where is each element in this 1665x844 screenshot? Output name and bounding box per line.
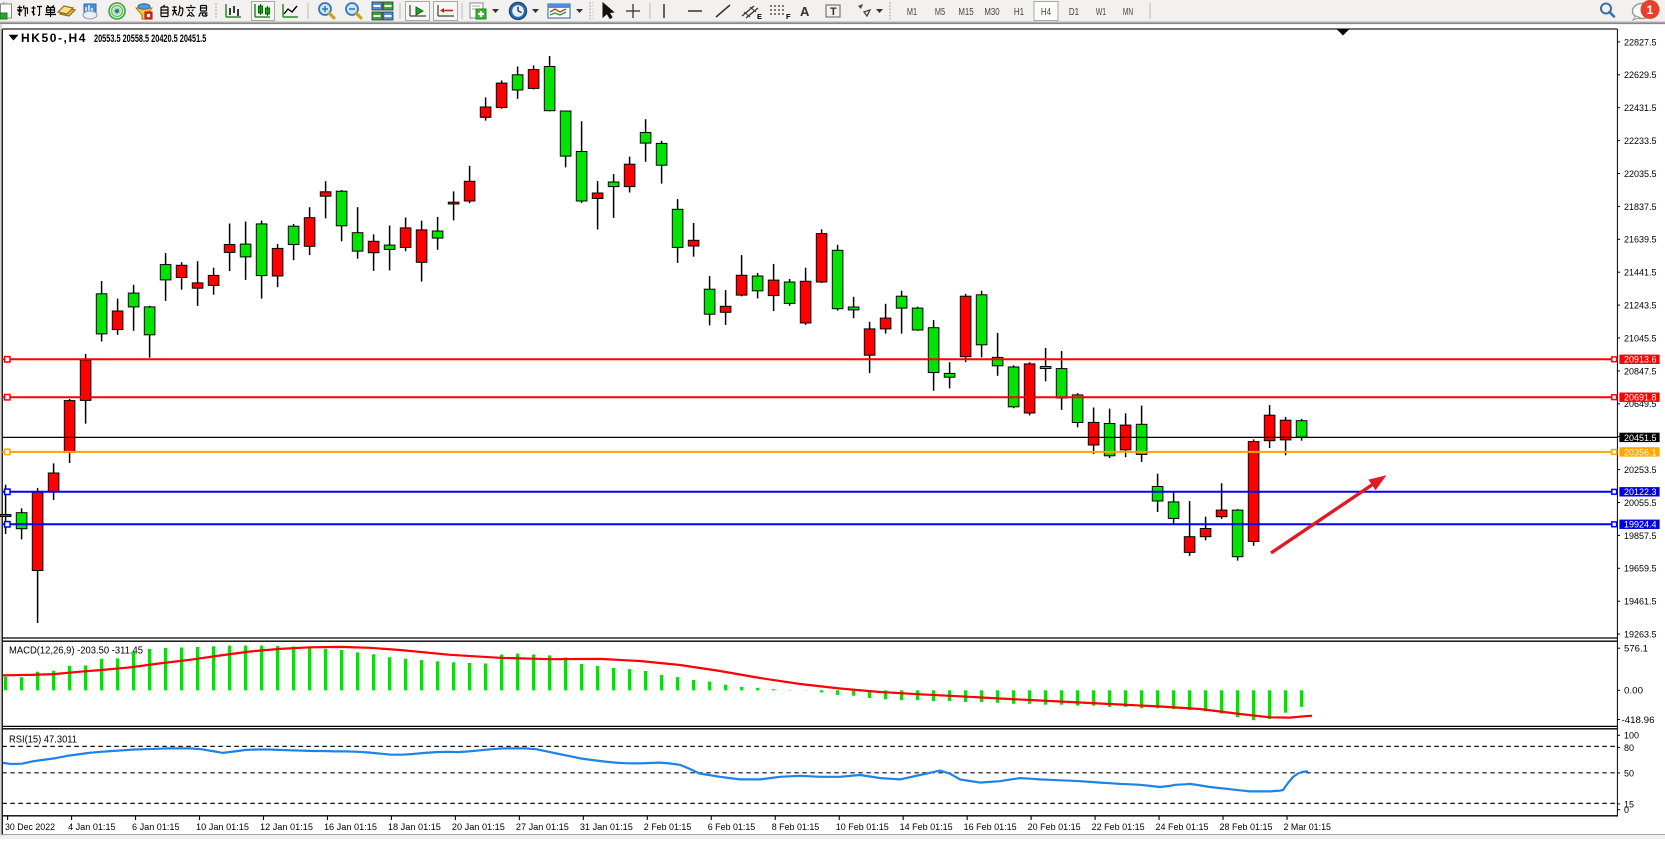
svg-text:19857.5: 19857.5 [1624,531,1657,542]
svg-text:M5: M5 [935,7,946,18]
svg-text:21243.5: 21243.5 [1624,301,1657,312]
svg-text:20451.5: 20451.5 [1624,433,1657,444]
svg-text:F: F [786,12,791,21]
svg-text:15: 15 [1624,799,1634,810]
svg-text:20055.5: 20055.5 [1624,498,1657,509]
svg-text:19263.5: 19263.5 [1624,630,1657,641]
svg-text:20913.6: 20913.6 [1624,355,1657,366]
svg-text:19461.5: 19461.5 [1624,597,1657,608]
svg-text:12 Jan 01:15: 12 Jan 01:15 [260,822,313,833]
svg-text:16 Feb 01:15: 16 Feb 01:15 [964,822,1017,833]
svg-text:20553.5 20558.5 20420.5 20451.: 20553.5 20558.5 20420.5 20451.5 [94,33,206,45]
svg-text:50: 50 [1624,768,1634,779]
svg-text:H4: H4 [1041,7,1052,18]
svg-text:22233.5: 22233.5 [1624,136,1657,147]
svg-text:6 Feb 01:15: 6 Feb 01:15 [708,822,756,833]
svg-text:8 Feb 01:15: 8 Feb 01:15 [772,822,820,833]
svg-text:20649.5: 20649.5 [1624,399,1657,410]
svg-text:T: T [830,6,837,18]
svg-text:4 Jan 01:15: 4 Jan 01:15 [68,822,116,833]
svg-text:H1: H1 [1014,7,1025,18]
svg-text:20847.5: 20847.5 [1624,366,1657,377]
svg-text:19659.5: 19659.5 [1624,564,1657,575]
svg-text:22035.5: 22035.5 [1624,169,1657,180]
svg-text:HK50-,H4: HK50-,H4 [21,31,86,45]
svg-text:0.00: 0.00 [1624,686,1643,697]
svg-text:6 Jan 01:15: 6 Jan 01:15 [132,822,180,833]
svg-text:2 Feb 01:15: 2 Feb 01:15 [644,822,692,833]
svg-text:21837.5: 21837.5 [1624,202,1657,213]
svg-text:30 Dec 2022: 30 Dec 2022 [5,822,55,833]
svg-text:22827.5: 22827.5 [1624,37,1657,48]
svg-text:M15: M15 [958,7,974,18]
svg-text:1: 1 [1647,3,1654,17]
svg-text:19924.4: 19924.4 [1624,520,1657,531]
svg-text:MACD(12,26,9) -203.50 -311.45: MACD(12,26,9) -203.50 -311.45 [9,646,143,657]
svg-text:20356.1: 20356.1 [1624,447,1657,458]
svg-text:20 Jan 01:15: 20 Jan 01:15 [452,822,505,833]
svg-text:18 Jan 01:15: 18 Jan 01:15 [388,822,441,833]
svg-text:W1: W1 [1096,7,1106,18]
svg-text:M30: M30 [984,7,1000,18]
svg-text:20691.8: 20691.8 [1624,393,1657,404]
svg-text:M1: M1 [907,7,918,18]
svg-text:80: 80 [1624,743,1634,754]
svg-text:RSI(15) 47.3011: RSI(15) 47.3011 [9,735,77,746]
svg-text:16 Jan 01:15: 16 Jan 01:15 [324,822,377,833]
svg-text:31 Jan 01:15: 31 Jan 01:15 [580,822,633,833]
svg-text:E: E [757,12,762,21]
svg-text:-418.96: -418.96 [1622,715,1655,726]
svg-text:21639.5: 21639.5 [1624,235,1657,246]
svg-text:27 Jan 01:15: 27 Jan 01:15 [516,822,569,833]
svg-text:20253.5: 20253.5 [1624,465,1657,476]
svg-text:10 Jan 01:15: 10 Jan 01:15 [196,822,249,833]
svg-text:22431.5: 22431.5 [1624,103,1657,114]
svg-text:24 Feb 01:15: 24 Feb 01:15 [1156,822,1209,833]
svg-text:D1: D1 [1069,7,1080,18]
svg-text:A: A [800,4,810,19]
svg-text:0: 0 [1624,805,1629,816]
svg-text:2 Mar 01:15: 2 Mar 01:15 [1284,822,1332,833]
svg-text:20122.3: 20122.3 [1624,487,1657,498]
svg-text:22 Feb 01:15: 22 Feb 01:15 [1092,822,1145,833]
svg-text:21441.5: 21441.5 [1624,268,1657,279]
svg-text:10 Feb 01:15: 10 Feb 01:15 [836,822,889,833]
svg-text:28 Feb 01:15: 28 Feb 01:15 [1220,822,1273,833]
svg-text:MN: MN [1123,7,1133,18]
svg-text:21045.5: 21045.5 [1624,333,1657,344]
svg-text:576.1: 576.1 [1624,644,1648,655]
svg-text:22629.5: 22629.5 [1624,70,1657,81]
svg-text:20 Feb 01:15: 20 Feb 01:15 [1028,822,1081,833]
svg-text:14 Feb 01:15: 14 Feb 01:15 [900,822,953,833]
svg-text:100: 100 [1624,731,1639,742]
